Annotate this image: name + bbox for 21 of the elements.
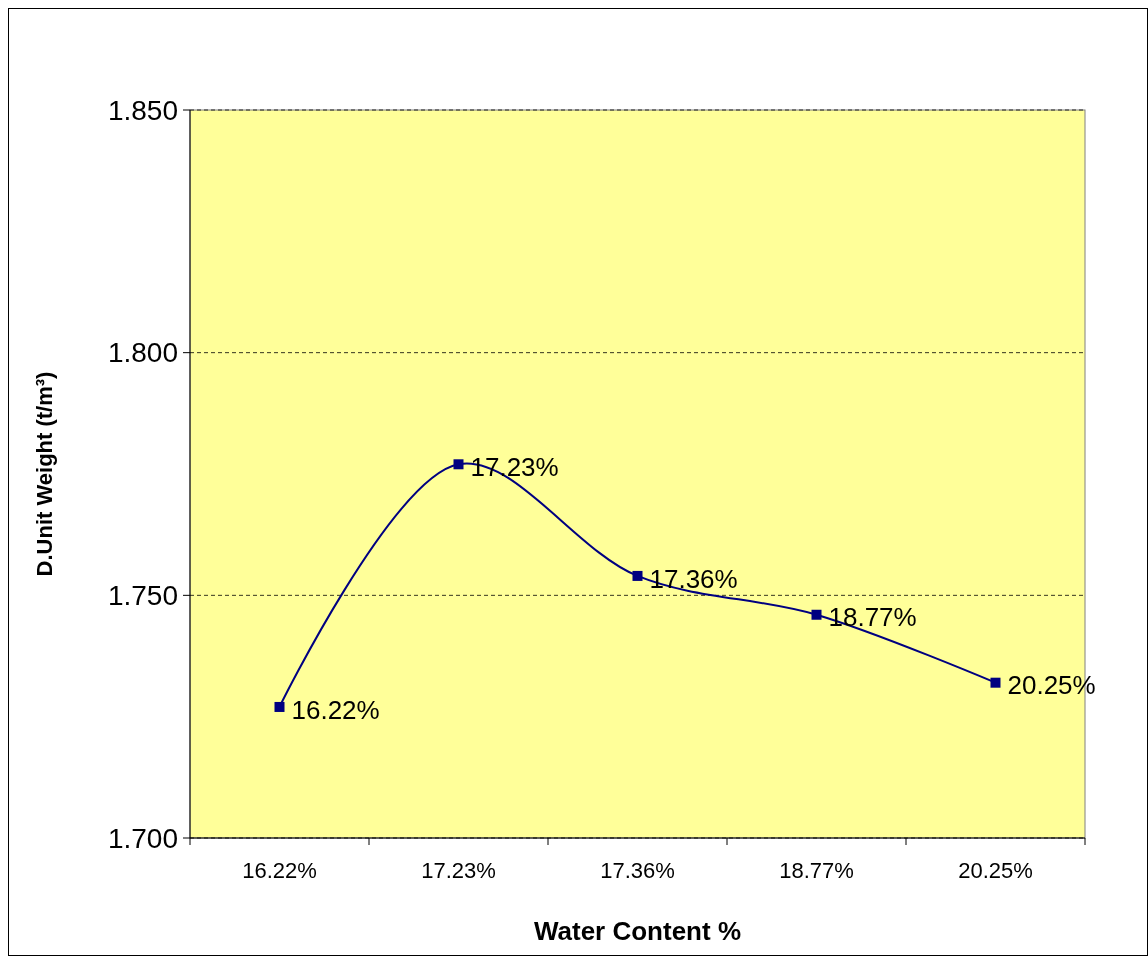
point (453, 459, 464, 470)
point (990, 677, 1001, 688)
y-tick-label: 1.850 (107, 94, 178, 126)
x-tick-label: 18.77% (779, 858, 854, 883)
annotation: 16.22% (291, 694, 380, 725)
x-axis-title: Water Content % (533, 916, 742, 946)
annotation: 20.25% (1007, 670, 1096, 701)
annotation: 17.36% (649, 563, 738, 594)
point (811, 609, 822, 620)
x-tick-label: 17.36% (600, 858, 675, 883)
y-tick-label: 1.700 (107, 822, 178, 854)
x-tick-label: 20.25% (958, 858, 1033, 883)
point (274, 701, 285, 712)
annotation: 18.77% (828, 602, 917, 633)
y-axis-title: D.Unit Weight (t/m³) (32, 371, 57, 577)
x-tick-label: 17.23% (421, 858, 496, 883)
y-tick-label: 1.800 (107, 337, 178, 369)
x-tick-label: 16.22% (242, 858, 317, 883)
y-tick-label: 1.750 (107, 580, 178, 612)
point (632, 570, 643, 581)
annotation: 17.23% (470, 451, 559, 482)
